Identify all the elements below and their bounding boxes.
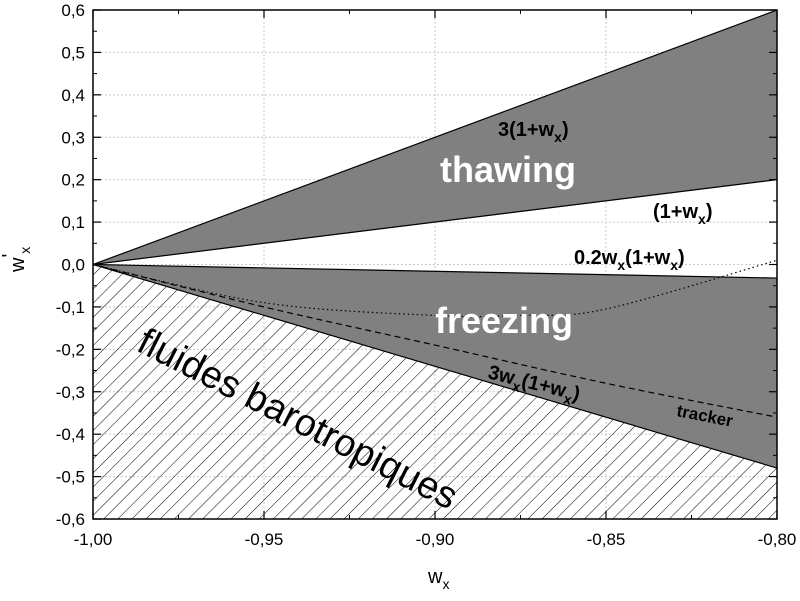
x-tick-label: -0,95 bbox=[245, 530, 284, 549]
x-tick-label: -0,80 bbox=[758, 530, 797, 549]
curve-label-0-2wx-1-wx: 0.2wx(1+wx) bbox=[574, 247, 685, 273]
x-tick-label: -0,90 bbox=[416, 530, 455, 549]
y-tick-label: 0,5 bbox=[61, 43, 85, 62]
series-line bbox=[93, 263, 777, 418]
region-fluides-barotropiques bbox=[93, 264, 777, 519]
y-tick-label: 0,2 bbox=[61, 171, 85, 190]
x-axis-title: wx bbox=[427, 566, 449, 592]
y-tick-label: -0,3 bbox=[56, 383, 85, 402]
y-tick-label: 0,4 bbox=[61, 86, 85, 105]
thawing-label: thawing bbox=[440, 149, 576, 190]
y-tick-label: -0,5 bbox=[56, 468, 85, 487]
series-line bbox=[93, 179, 777, 266]
series-line bbox=[93, 263, 777, 279]
y-tick-label: -0,6 bbox=[56, 510, 85, 529]
y-tick-label: -0,1 bbox=[56, 298, 85, 317]
y-tick-label: 0,6 bbox=[61, 1, 85, 20]
y-tick-label: 0,0 bbox=[61, 256, 85, 275]
series-line bbox=[93, 259, 777, 318]
y-tick-label: -0,2 bbox=[56, 340, 85, 359]
y-axis-title: w'x bbox=[0, 247, 33, 273]
series-line bbox=[93, 10, 777, 266]
series-line bbox=[93, 263, 777, 469]
y-tick-label: 0,1 bbox=[61, 213, 85, 232]
x-tick-label: -0,85 bbox=[587, 530, 626, 549]
curve-label-3-1-wx: 3(1+wx) bbox=[498, 119, 569, 145]
curve-label-3wx-1-wx: 3wx(1+wx) bbox=[485, 362, 582, 410]
y-tick-label: -0,4 bbox=[56, 425, 85, 444]
freezing-label: freezing bbox=[435, 300, 573, 341]
x-tick-label: -1,00 bbox=[74, 530, 113, 549]
curve-label-1-wx: (1+wx) bbox=[653, 201, 713, 227]
axis-ticks: -1,00 -0,95 -0,90 -0,85 -0,80 -0,6 -0,5 -0,4 -0,… bbox=[56, 1, 797, 549]
series-lines bbox=[93, 10, 777, 469]
y-tick-label: 0,3 bbox=[61, 128, 85, 147]
